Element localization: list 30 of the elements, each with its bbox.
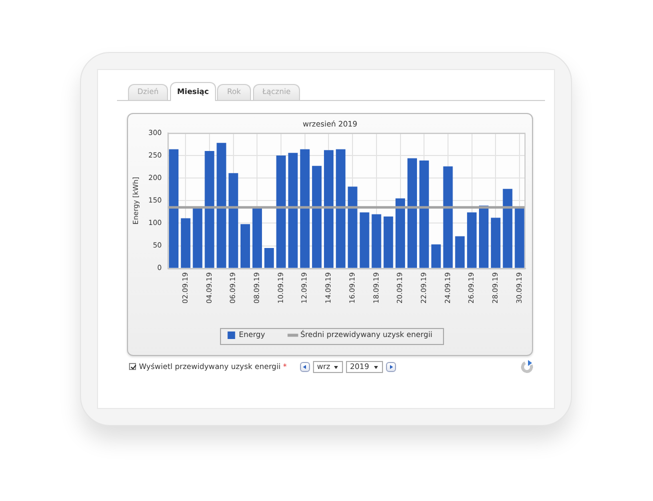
bar — [384, 216, 394, 268]
bar — [419, 160, 429, 268]
bar — [336, 149, 346, 268]
bar — [204, 151, 214, 268]
bar — [514, 208, 524, 268]
bar — [443, 166, 453, 268]
bar — [324, 150, 334, 268]
bar — [348, 186, 358, 268]
bar — [288, 152, 298, 268]
bar — [252, 208, 262, 268]
bar — [502, 188, 512, 268]
bar — [396, 198, 406, 268]
bar — [431, 244, 441, 268]
bar — [180, 218, 190, 268]
bar — [407, 158, 417, 268]
bar — [372, 214, 382, 268]
bar — [240, 224, 250, 268]
bar — [478, 206, 489, 268]
bar — [276, 156, 286, 268]
bar — [360, 212, 370, 268]
bar — [228, 173, 238, 268]
bar — [490, 218, 500, 268]
bar — [168, 149, 178, 268]
bar — [192, 207, 202, 268]
bar — [216, 142, 226, 268]
bar — [264, 248, 274, 268]
bar — [455, 236, 465, 268]
bar — [300, 149, 310, 268]
bar — [467, 212, 477, 268]
bar — [312, 166, 322, 268]
